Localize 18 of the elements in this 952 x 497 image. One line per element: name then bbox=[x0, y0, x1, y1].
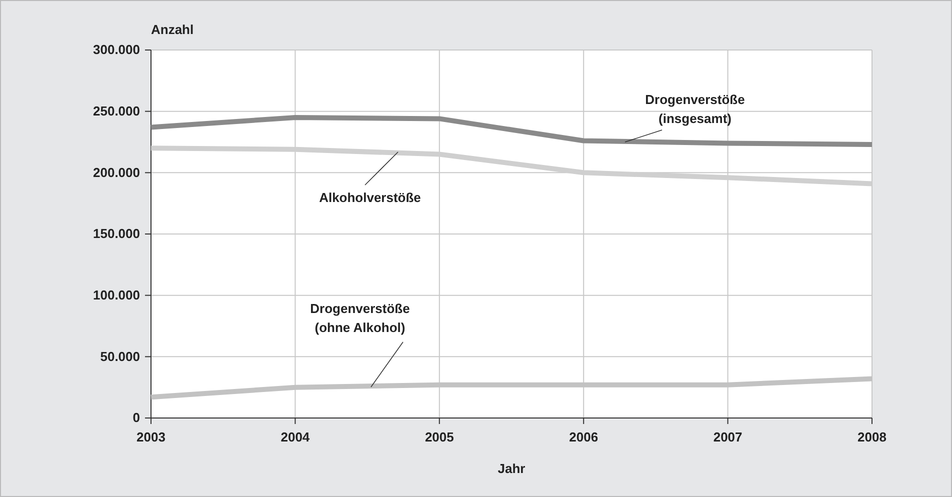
x-tick-label: 2003 bbox=[136, 429, 166, 444]
x-tick-label: 2008 bbox=[858, 429, 886, 444]
x-tick-label: 2007 bbox=[713, 429, 742, 444]
y-axis-title: Anzahl bbox=[151, 22, 194, 37]
y-tick-label: 300.000 bbox=[93, 42, 140, 58]
text: Alkoholverstöße bbox=[319, 190, 421, 205]
x-tick-label: 2004 bbox=[280, 429, 310, 444]
y-tick-label: 100.000 bbox=[93, 287, 140, 302]
x-tick-label: 2005 bbox=[424, 429, 454, 444]
y-tick-label: 50.000 bbox=[100, 348, 140, 364]
y-tick-label: 200.000 bbox=[93, 164, 140, 180]
y-tick-label: 150.000 bbox=[93, 226, 140, 242]
x-tick-label: 2006 bbox=[569, 429, 598, 444]
y-tick-label: 250.000 bbox=[93, 103, 140, 118]
text: Drogenverstöße (ohne Alkohol) bbox=[310, 301, 410, 335]
x-axis-title: Jahr bbox=[498, 461, 526, 476]
series-label: Drogenverstöße (insgesamt) bbox=[645, 92, 745, 126]
y-tick-label: 0 bbox=[132, 410, 140, 426]
